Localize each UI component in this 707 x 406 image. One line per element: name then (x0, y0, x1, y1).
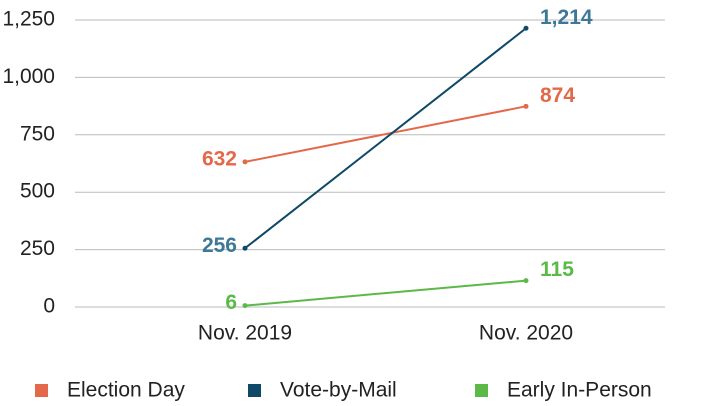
y-tick-label: 1,000 (2, 65, 55, 88)
data-label: 874 (540, 84, 575, 107)
legend-label: Early In-Person (507, 379, 652, 402)
legend-swatch (475, 384, 488, 397)
y-tick-label: 250 (20, 237, 55, 260)
legend-label: Vote-by-Mail (280, 379, 397, 402)
legend-label: Election Day (67, 379, 185, 402)
y-tick-label: 1,250 (2, 8, 55, 31)
point (523, 278, 529, 284)
point (242, 245, 248, 251)
point (242, 159, 248, 165)
series-line (244, 27, 527, 250)
legend-swatch (248, 384, 261, 397)
point (242, 303, 248, 309)
point (523, 25, 529, 31)
point (523, 103, 529, 109)
series-line (244, 105, 527, 163)
legend-swatch (35, 384, 48, 397)
data-label: 115 (540, 258, 574, 281)
data-label: 1,214 (540, 6, 593, 29)
data-label: 256 (202, 234, 237, 257)
series-line (244, 279, 527, 307)
y-tick-label: 750 (20, 122, 55, 145)
data-label: 632 (202, 147, 237, 170)
x-tick-label: Nov. 2020 (479, 322, 573, 345)
y-tick-label: 500 (20, 180, 55, 203)
y-tick-label: 0 (43, 295, 55, 318)
x-tick-label: Nov. 2019 (198, 322, 292, 345)
data-label: 6 (225, 291, 237, 314)
